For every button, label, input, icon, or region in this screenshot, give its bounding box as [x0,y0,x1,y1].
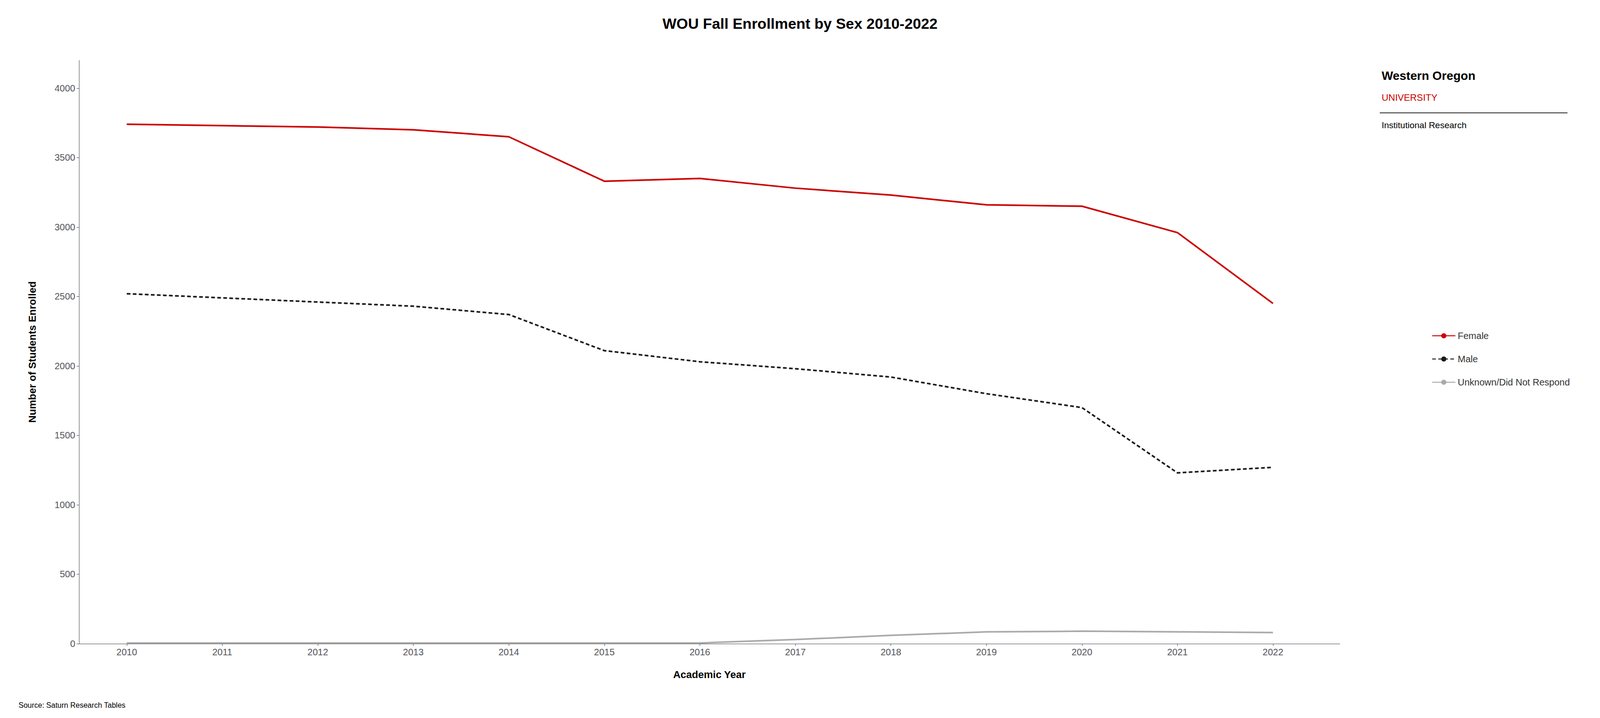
svg-text:1500: 1500 [54,430,76,441]
svg-text:2014: 2014 [498,647,520,658]
svg-text:1000: 1000 [54,499,76,511]
svg-text:2018: 2018 [880,647,902,658]
svg-text:500: 500 [59,569,76,580]
svg-text:Male: Male [1457,354,1478,365]
svg-text:2017: 2017 [785,647,807,658]
svg-text:Number of Students Enrolled: Number of Students Enrolled [26,281,39,423]
svg-text:2019: 2019 [976,647,997,658]
svg-text:2021: 2021 [1167,647,1188,658]
svg-text:2500: 2500 [54,291,76,302]
svg-text:2010: 2010 [116,647,138,658]
svg-text:2015: 2015 [594,647,616,658]
svg-text:2016: 2016 [689,647,711,658]
svg-text:2013: 2013 [402,647,424,658]
svg-text:2022: 2022 [1262,647,1284,658]
svg-text:UNIVERSITY: UNIVERSITY [1381,92,1438,103]
svg-text:Academic Year: Academic Year [673,668,747,681]
svg-text:Unknown/Did Not Respond: Unknown/Did Not Respond [1457,377,1570,388]
svg-text:2020: 2020 [1071,647,1093,658]
svg-text:3000: 3000 [54,222,76,233]
svg-text:4000: 4000 [54,83,76,94]
svg-text:Western Oregon: Western Oregon [1381,68,1476,83]
svg-text:WOU Fall Enrollment by Sex 201: WOU Fall Enrollment by Sex 2010-2022 [662,15,938,33]
svg-text:2012: 2012 [307,647,329,658]
svg-text:2000: 2000 [54,360,76,372]
svg-text:0: 0 [70,638,76,650]
svg-text:3500: 3500 [54,152,76,163]
svg-text:Female: Female [1457,330,1489,341]
svg-text:Institutional Research: Institutional Research [1381,120,1467,131]
svg-text:Source: Saturn Research Tables: Source: Saturn Research Tables [18,701,126,710]
svg-text:2011: 2011 [212,647,233,658]
